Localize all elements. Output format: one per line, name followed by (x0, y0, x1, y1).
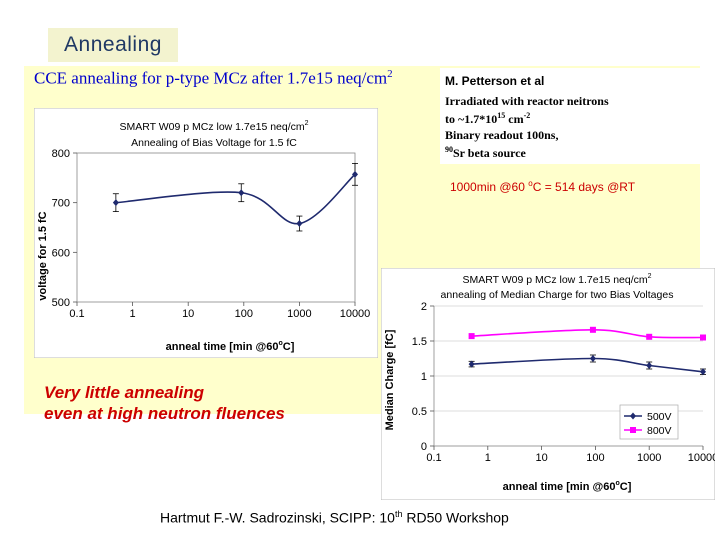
chart2-plot-area: 0.1 1 10 100 1000 10000 0 0.5 1 1.5 2 (412, 301, 715, 464)
data-point-diamond (238, 189, 245, 197)
footer-post: RD50 Workshop (402, 509, 509, 526)
chart2-title-line2: annealing of Median Charge for two Bias … (441, 289, 674, 301)
annealing-note: Very little annealing even at high neutr… (44, 382, 285, 424)
bias-voltage-chart: SMART W09 p MCz low 1.7e15 neq/cm2 Annea… (34, 108, 378, 358)
data-point-diamond (589, 355, 596, 362)
chart1-plot-area: 0.1 1 10 100 1000 10000 500 600 700 800 (52, 148, 371, 320)
conversion-post: C = 514 days @RT (532, 180, 636, 194)
chart2-x-label: anneal time [min @60oC] (503, 480, 632, 493)
chart1-y-label: voltage for 1.5 fC (37, 211, 49, 300)
info-fluence-unit-exp: -2 (523, 111, 531, 120)
series-line-1 (471, 328, 704, 339)
x-tick-label: 1000 (287, 308, 311, 320)
info-source-sup: 90 (445, 145, 453, 154)
conversion-deg: o (528, 179, 533, 188)
info-fluence-exp: 15 (497, 111, 506, 120)
info-fluence: to ~1.7*1015 cm-2 (445, 111, 530, 127)
info-source: 90Sr beta source (445, 145, 526, 161)
chart1-title-line1: SMART W09 p MCz low 1.7e15 neq/cm2 (119, 120, 308, 133)
subtitle-text: CCE annealing for p-type MCz after 1.7e1… (34, 68, 388, 88)
legend-label-1: 800V (647, 425, 672, 437)
note-line-2: even at high neutron fluences (44, 404, 285, 423)
x-tick-label: 10000 (340, 308, 371, 320)
data-point-square (646, 333, 653, 340)
slide-title: Annealing (48, 28, 178, 62)
series-line-0 (115, 173, 356, 225)
data-point-diamond (468, 360, 475, 368)
x-tick-label: 1 (485, 452, 491, 464)
x-tick-label: 10 (182, 308, 194, 320)
plot-border (76, 152, 356, 303)
x-tick-label: 1000 (637, 452, 661, 464)
legend-marker-0 (630, 412, 636, 420)
chart1-frame (34, 108, 378, 358)
y-tick-label: 700 (52, 198, 70, 210)
x-tick-label: 1 (130, 308, 136, 320)
y-tick-label: 0.5 (412, 406, 427, 418)
chart1-x-label: anneal time [min @60oC] (166, 340, 295, 353)
chart2-y-label: Median Charge [fC] (384, 329, 396, 430)
data-point-square (700, 334, 706, 341)
y-tick-label: 2 (421, 301, 427, 313)
y-tick-label: 0 (421, 441, 427, 453)
median-charge-chart: SMART W09 p MCz low 1.7e15 neq/cm2 annea… (381, 268, 715, 500)
note-line-1: Very little annealing (44, 383, 204, 402)
footer: Hartmut F.-W. Sadrozinski, SCIPP: 10th R… (160, 509, 509, 526)
slide-subtitle: CCE annealing for p-type MCz after 1.7e1… (34, 68, 393, 89)
info-readout: Binary readout 100ns, (445, 128, 559, 142)
y-tick-label: 1 (421, 371, 427, 383)
y-tick-label: 1.5 (412, 336, 427, 348)
x-tick-label: 0.1 (426, 452, 441, 464)
info-fluence-unit: cm (505, 112, 524, 126)
info-author: M. Petterson et al (445, 74, 545, 88)
data-point-diamond (296, 220, 303, 228)
chart2-frame (381, 268, 715, 500)
info-fluence-pre: to ~1.7*10 (445, 112, 498, 126)
data-point-diamond (700, 368, 706, 376)
x-tick-label: 10 (535, 452, 547, 464)
data-point-square (468, 333, 475, 340)
y-tick-label: 500 (52, 297, 70, 309)
data-point-square (589, 326, 596, 333)
x-tick-label: 10000 (688, 452, 715, 464)
legend-label-0: 500V (647, 411, 672, 423)
x-tick-label: 100 (586, 452, 604, 464)
footer-pre: Hartmut F.-W. Sadrozinski, SCIPP: 10 (160, 509, 395, 526)
chart1-title-line2: Annealing of Bias Voltage for 1.5 fC (131, 137, 297, 149)
conversion-note: 1000min @60 oC = 514 days @RT (450, 179, 635, 194)
chart2-title-line1: SMART W09 p MCz low 1.7e15 neq/cm2 (462, 273, 651, 286)
y-tick-label: 600 (52, 247, 70, 259)
footer-sup: th (394, 509, 403, 519)
y-tick-label: 800 (52, 148, 70, 160)
x-tick-label: 100 (235, 308, 253, 320)
info-source-text: Sr beta source (453, 146, 526, 160)
data-point-diamond (646, 362, 653, 369)
subtitle-sup: 2 (387, 68, 393, 80)
chart2-legend: 500V 800V (619, 404, 679, 440)
data-point-diamond (112, 199, 119, 207)
x-tick-label: 0.1 (69, 308, 84, 320)
legend-box (619, 404, 679, 440)
legend-marker-1 (630, 427, 636, 433)
series-line-0 (471, 357, 704, 373)
info-box (440, 68, 700, 164)
data-point-diamond (352, 170, 358, 178)
info-irradiation: Irradiated with reactor neitrons (445, 94, 609, 108)
conversion-pre: 1000min @60 (450, 180, 529, 194)
